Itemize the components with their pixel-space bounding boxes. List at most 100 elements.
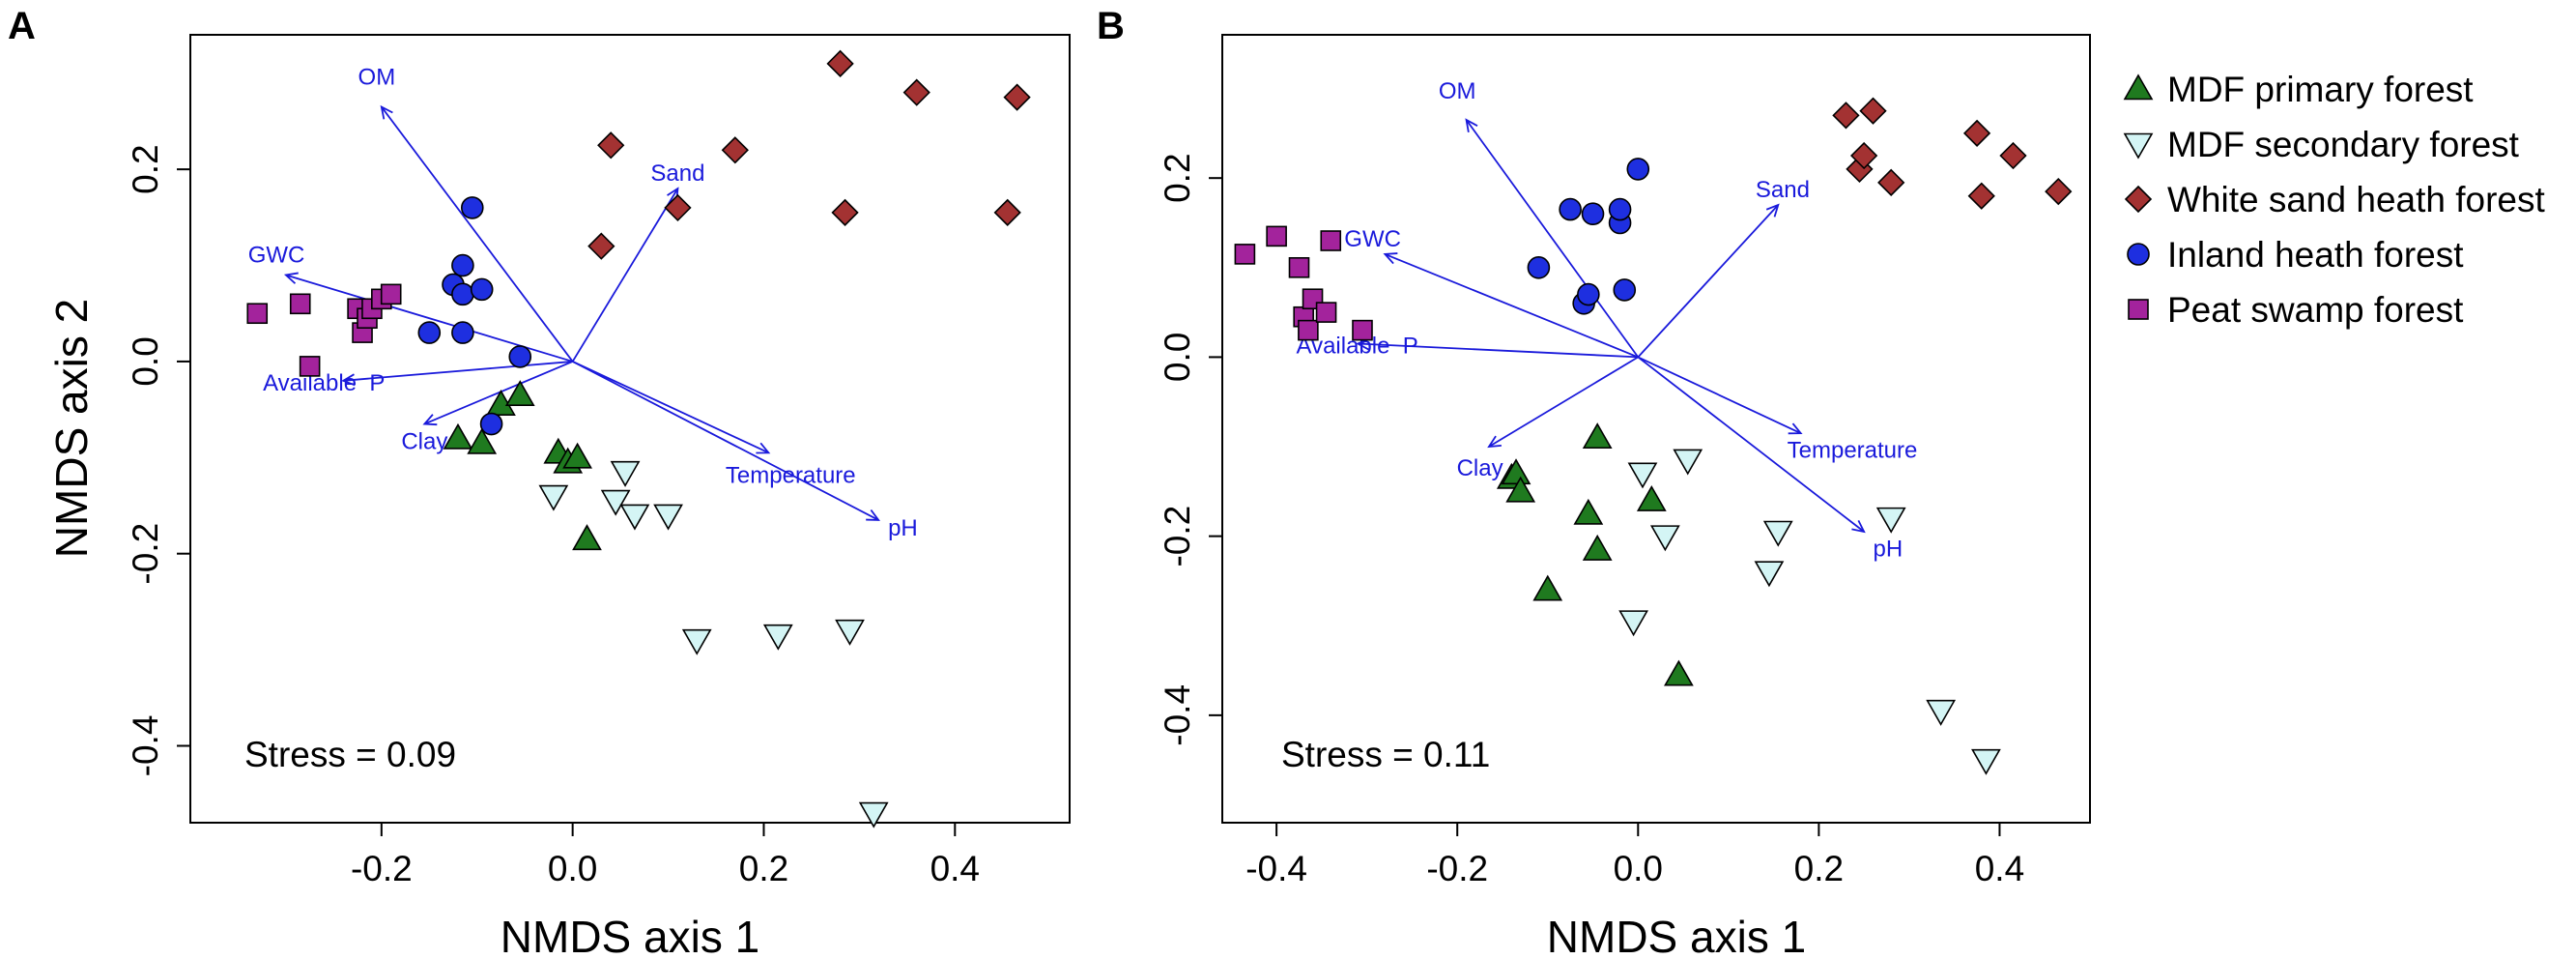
legend-label-white-sand-heath-forest: White sand heath forest — [2167, 180, 2545, 219]
panel-b-point-mdf-secondary-forest — [1649, 525, 1680, 552]
legend-marker-mdf-primary-forest — [2123, 73, 2154, 101]
panel-b-point-inland-heath-forest — [1608, 197, 1632, 221]
panel-b-y-tick-label: 0.2 — [1158, 153, 1197, 202]
panel-a-point-mdf-secondary-forest — [653, 504, 683, 531]
panel-a-point-mdf-primary-forest — [467, 427, 498, 454]
panel-b-point-mdf-secondary-forest — [1762, 520, 1793, 547]
panel-a-vector-arrowhead-available-p — [341, 373, 356, 387]
panel-a-point-white-sand-heath-forest — [664, 193, 692, 222]
panel-b-vector-label-ph: pH — [1874, 536, 1903, 562]
panel-b-y-tick-label: 0.0 — [1158, 333, 1197, 382]
panel-a-point-peat-swamp-forest — [246, 303, 269, 325]
panel-a-y-tick-label: -0.2 — [126, 523, 165, 585]
panel-a-point-white-sand-heath-forest — [721, 136, 749, 164]
panel-a-vector-arrowhead-temperature — [756, 442, 771, 454]
panel-b-vector-available-p — [1358, 342, 1639, 359]
panel-b-points — [1234, 97, 2073, 775]
panel-b-stress-label: Stress = 0.11 — [1281, 735, 1490, 774]
panel-a-point-mdf-secondary-forest — [538, 484, 569, 511]
panel-a-point-white-sand-heath-forest — [993, 198, 1021, 227]
panel-a-letter: A — [8, 5, 36, 47]
panel-a-point-mdf-primary-forest — [562, 442, 592, 469]
panel-b-point-mdf-primary-forest — [1505, 476, 1536, 503]
panel-b-point-inland-heath-forest — [1581, 202, 1605, 226]
panel-b-vector-ph — [1637, 356, 1865, 533]
legend-marker-peat-swamp-forest — [2128, 299, 2149, 320]
panel-a-point-peat-swamp-forest — [299, 356, 321, 377]
panel-b-point-peat-swamp-forest — [1288, 256, 1310, 278]
panel-b-point-inland-heath-forest — [1559, 197, 1582, 221]
panel-b-x-tick-label: 0.0 — [1614, 849, 1663, 888]
panel-b-vector-gwc — [1385, 253, 1639, 359]
panel-b-y-tick-label: -0.4 — [1158, 684, 1197, 746]
legend-label-mdf-secondary-forest: MDF secondary forest — [2167, 125, 2520, 164]
panel-a-plot-frame — [189, 34, 1071, 824]
panel-b-vector-arrowhead-om — [1465, 118, 1478, 132]
panel-b-point-mdf-primary-forest — [1664, 659, 1694, 686]
panel-a-y-tick-label: 0.2 — [126, 144, 165, 193]
legend-marker-mdf-secondary-forest — [2123, 132, 2154, 160]
legend: MDF primary forest MDF secondary forest Wh… — [2123, 70, 2545, 330]
panel-a-x-tick-label: 0.2 — [739, 849, 788, 888]
panel-b-vector-label-sand: Sand — [1756, 177, 1810, 203]
panel-b-point-peat-swamp-forest — [1234, 244, 1256, 265]
panel-b-point-mdf-secondary-forest — [1618, 610, 1648, 637]
legend-label-mdf-primary-forest: MDF primary forest — [2167, 70, 2474, 109]
panel-b-point-white-sand-heath-forest — [1967, 182, 1995, 210]
panel-a-ticks: -0.2 0.0 0.2 0.4 -0.4 -0.2 0.0 0.2 — [126, 144, 980, 888]
panel-a-y-tick-label: -0.4 — [126, 715, 165, 777]
panel-b-point-white-sand-heath-forest — [1832, 102, 1860, 130]
panel-a-point-mdf-primary-forest — [572, 524, 602, 551]
panel-b-point-mdf-primary-forest — [1532, 574, 1563, 601]
panel-b-x-tick-label: 0.4 — [1975, 849, 2024, 888]
panel-b-vector-sand — [1637, 204, 1779, 359]
panel-a-vector-om — [381, 106, 574, 363]
panel-a-point-inland-heath-forest — [451, 282, 474, 306]
panel-a-vector-gwc — [285, 274, 573, 363]
legend-label-peat-swamp-forest: Peat swamp forest — [2167, 290, 2464, 330]
panel-b-point-mdf-primary-forest — [1573, 498, 1604, 525]
panel-a-point-inland-heath-forest — [451, 321, 474, 344]
panel-b-point-mdf-primary-forest — [1582, 422, 1613, 450]
panel-b-vector-temperature — [1637, 356, 1802, 434]
panel-a-point-peat-swamp-forest — [289, 293, 311, 315]
panel-b-point-peat-swamp-forest — [1320, 230, 1342, 251]
panel-b-point-peat-swamp-forest — [1298, 319, 1319, 341]
panel-b-point-peat-swamp-forest — [1266, 225, 1287, 247]
panel-a-point-white-sand-heath-forest — [826, 49, 854, 77]
panel-a-point-inland-heath-forest — [508, 345, 532, 368]
panel-b-point-white-sand-heath-forest — [1962, 119, 1991, 148]
panel-a-point-mdf-secondary-forest — [681, 628, 712, 655]
panel-b-point-mdf-secondary-forest — [1673, 449, 1703, 476]
panel-a-point-white-sand-heath-forest — [831, 198, 859, 227]
panel-b-vector-label-temperature: Temperature — [1788, 437, 1918, 463]
panel-b-point-mdf-secondary-forest — [1754, 561, 1785, 588]
panel-a-points — [246, 49, 1031, 828]
panel-a-point-mdf-secondary-forest — [835, 619, 865, 646]
panel-b-vector-om — [1465, 119, 1640, 358]
panel-b-point-inland-heath-forest — [1613, 278, 1637, 302]
panel-a-point-mdf-secondary-forest — [619, 504, 650, 531]
panel-b-x-tick-label: 0.2 — [1794, 849, 1844, 888]
panel-b-point-white-sand-heath-forest — [1859, 97, 1887, 125]
panel-a-point-mdf-primary-forest — [443, 422, 473, 450]
panel-a-point-inland-heath-forest — [470, 277, 494, 302]
panel-a-point-white-sand-heath-forest — [1003, 83, 1031, 111]
panel-a-y-tick-label: 0.0 — [126, 336, 165, 386]
panel-a-vector-arrowhead-om — [380, 104, 393, 120]
panel-a-point-mdf-secondary-forest — [610, 460, 641, 487]
panel-b-point-white-sand-heath-forest — [1999, 141, 2027, 170]
panel-a-vector-label-available-p: Available P — [263, 370, 385, 396]
panel-a-vector-temperature — [572, 361, 769, 454]
panel-b-vector-arrowhead-clay — [1487, 435, 1502, 449]
panel-a-vector-label-gwc: GWC — [248, 243, 305, 269]
panel-b-vector-clay — [1488, 356, 1639, 448]
panel-a-point-white-sand-heath-forest — [597, 131, 625, 160]
panel-b-point-mdf-secondary-forest — [1971, 748, 2001, 775]
panel-a-point-mdf-secondary-forest — [858, 801, 889, 828]
panel-b-x-tick-label: -0.2 — [1426, 849, 1488, 888]
panel-b-vector-arrowhead-gwc — [1383, 252, 1398, 265]
